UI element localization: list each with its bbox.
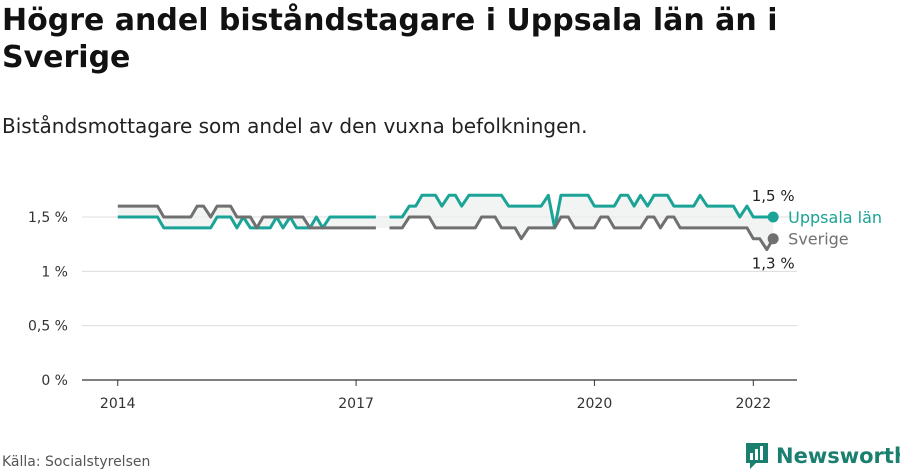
series-line-sverige: [117, 204, 775, 252]
brand-name: Newsworthy: [776, 444, 900, 468]
y-tick-label: 0 %: [41, 373, 68, 389]
series-line-uppsala: [117, 193, 774, 230]
series-value-label: 1,5 %: [752, 187, 795, 205]
x-tick-label: 2020: [577, 396, 613, 412]
x-tick-label: 2014: [100, 396, 136, 412]
y-tick-label: 0,5 %: [28, 319, 68, 335]
chart-subtitle: Biståndsmottagare som andel av den vuxna…: [2, 114, 588, 138]
source-note: Källa: Socialstyrelsen: [2, 454, 151, 470]
newsworthy-bar-chart-icon: [746, 443, 768, 469]
y-tick-label: 1 %: [41, 264, 68, 280]
series-end-marker: [767, 211, 779, 223]
series-legend-label: Uppsala län: [788, 208, 882, 227]
line-chart: 0 % 0,5 % 1 % 1,5 % 2014 2017 2020 2022 Uppsala …: [28, 187, 882, 412]
series-legend-label: Sverige: [788, 230, 849, 249]
y-tick-label: 1,5 %: [28, 210, 68, 226]
series-end-marker: [767, 233, 779, 245]
series-band: [117, 195, 774, 250]
x-tick-label: 2022: [735, 396, 771, 412]
chart-title: Högre andel biståndstagare i Uppsala län…: [2, 3, 778, 75]
x-tick-label: 2017: [338, 396, 374, 412]
series-value-label: 1,3 %: [752, 255, 795, 273]
brand-logo: Newsworthy: [744, 440, 900, 472]
